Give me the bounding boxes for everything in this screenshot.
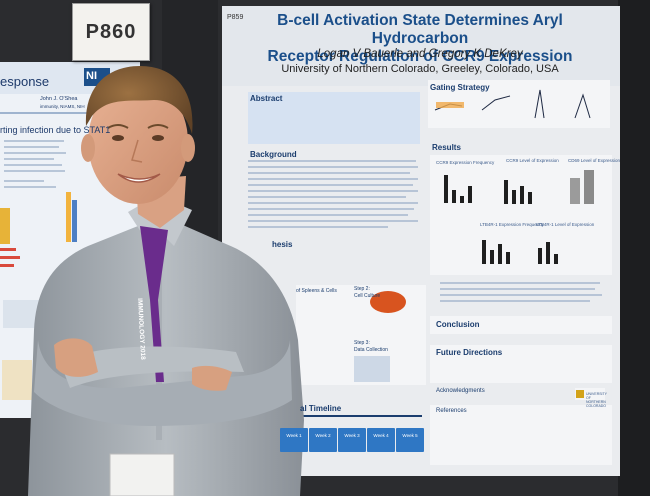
section-conclusion: Conclusion xyxy=(436,320,480,329)
step3-label: Step 3: xyxy=(354,340,370,346)
section-hypothesis: hesis xyxy=(272,240,293,249)
left-poster-title-fragment: esponse xyxy=(0,74,50,89)
left-poster-logo: NI xyxy=(86,70,97,82)
chart-label-ltb4r-freq: LTB4R-1 Expression Frequency xyxy=(480,222,544,227)
step-spleen-label: of Spleens & Cells xyxy=(296,288,337,294)
timeline-box-week5: Week 5 xyxy=(396,428,424,452)
timeline-box-week1: Week 1 xyxy=(280,428,308,452)
board-frame-right xyxy=(618,0,650,496)
section-background: Background xyxy=(250,150,297,159)
poster-title-line2: Receptor Regulation of CCR9 Expression xyxy=(267,48,573,65)
timeline-box-week4: Week 4 xyxy=(367,428,395,452)
section-gating: Gating Strategy xyxy=(430,83,490,92)
section-abstract: Abstract xyxy=(250,94,283,103)
poster-title: B-cell Activation State Determines Aryl … xyxy=(255,12,585,66)
timeline-box-week3: Week 3 xyxy=(338,428,366,452)
left-poster-heading: rting infection due to STAT1 xyxy=(0,125,111,135)
timeline-box-week2: Week 2 xyxy=(309,428,337,452)
left-poster-affiliation: immunity, NIAMS, NIH xyxy=(40,104,85,109)
section-acknowledgments: Acknowledgments xyxy=(436,388,485,394)
poster-id: P859 xyxy=(227,14,244,21)
chart-label-ltb4r-level: LTB4R-1 Level of Expression xyxy=(536,222,595,227)
chart-label-cd69: CD69 Level of Expression xyxy=(568,158,621,163)
chart-label-ccr9-level: CCR9 Level of Expression xyxy=(506,158,559,163)
section-references: References xyxy=(436,408,467,414)
board-number-card: P860 xyxy=(72,3,150,61)
university-logo-text: UNIVERSITY OF NORTHERN COLORADO xyxy=(586,392,607,408)
step2-label: Step 2: xyxy=(354,286,370,292)
section-timeline: al Timeline xyxy=(300,404,342,413)
poster-affiliation: University of Northern Colorado, Greeley… xyxy=(281,63,559,75)
poster-title-line1: B-cell Activation State Determines Aryl … xyxy=(277,12,563,47)
chart-label-ccr9-freq: CCR9 Expression Frequency xyxy=(436,160,495,165)
section-results: Results xyxy=(432,143,461,152)
left-poster-author: John J. O'Shea xyxy=(40,96,78,102)
section-future: Future Directions xyxy=(436,348,503,357)
step2-culture: Cell Culture xyxy=(354,293,381,299)
poster-authors: Logan V Bauerle and Gregory K DeKrey xyxy=(317,48,523,60)
step3-collection: Data Collection xyxy=(354,347,388,353)
man xyxy=(28,66,304,496)
